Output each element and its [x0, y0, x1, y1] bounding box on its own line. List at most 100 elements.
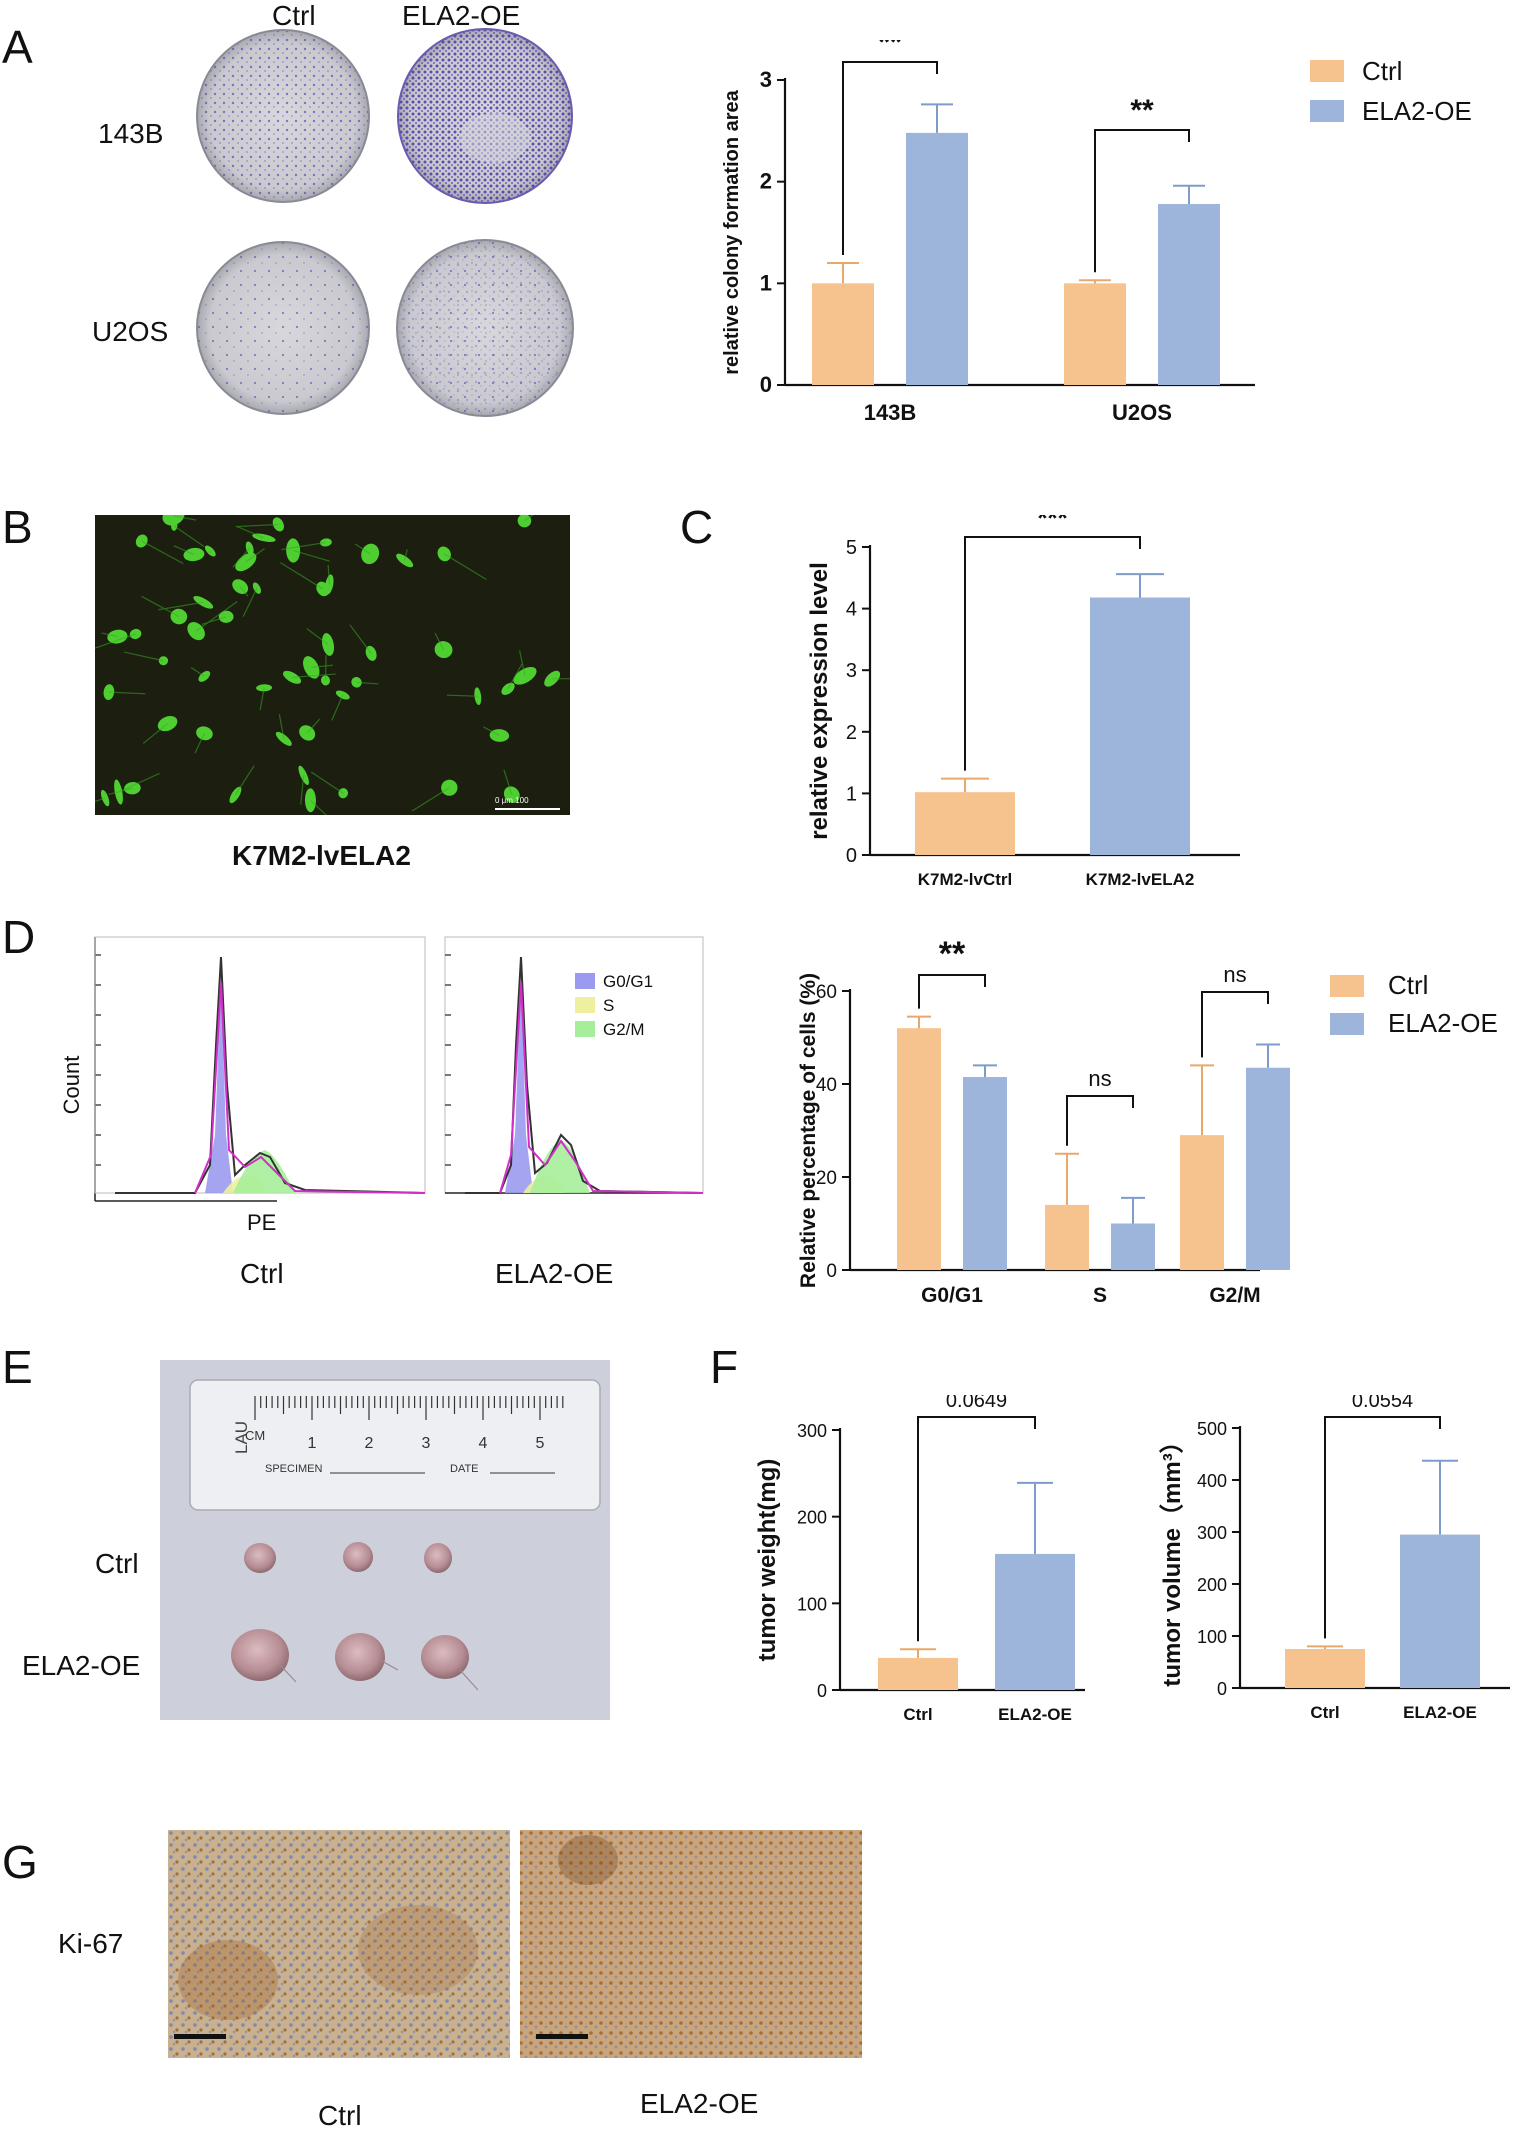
flow-cytometry-histograms: G0/G1 S G2/M Count PE	[59, 936, 704, 1235]
ruler-cm-text: CM	[245, 1428, 265, 1443]
chart-d-significance-label: ns	[1223, 962, 1246, 987]
panel-label-d: D	[2, 911, 36, 963]
chart-d-ytick-label: 60	[816, 982, 837, 1003]
ihc-ki67-images	[168, 1830, 862, 2058]
chart-c-expression-level: 0 1 2 3 4 5 relative expression level K7M2-lvCt…	[806, 515, 1240, 889]
chart-f1-bar	[878, 1657, 958, 1690]
gfp-scalebar-text: 0 μm 100	[495, 796, 529, 805]
chart-f2-bar	[1285, 1649, 1365, 1688]
legend-label-ela2-d: ELA2-OE	[1388, 1008, 1498, 1038]
chart-c-bar	[915, 792, 1015, 855]
chart-a-colony-formation: 0 1 2 3 relative colony formation area 143B U2…	[721, 40, 1255, 425]
ihc-image-ela2	[520, 1830, 862, 2058]
chart-a-ytick-label: 1	[760, 270, 772, 295]
chart-f2-bar	[1400, 1534, 1480, 1688]
chart-a-significance-bracket	[1094, 129, 1190, 273]
chart-c-ytick-label: 0	[846, 845, 857, 867]
chart-d-bar	[1180, 1135, 1224, 1270]
ihc-scalebar-ctrl	[174, 2034, 226, 2039]
chart-a-xtick-label: 143B	[864, 400, 917, 425]
chart-f2-ytick-label: 100	[1197, 1627, 1227, 1647]
chart-a-ytick-label: 0	[760, 372, 772, 397]
flow-ylabel: Count	[59, 1056, 84, 1115]
panel-label-e: E	[2, 1341, 33, 1393]
chart-a-significance-bracket	[842, 61, 938, 255]
chart-a-significance-label: **	[878, 40, 902, 59]
tumor-ela2-1	[231, 1629, 289, 1681]
chart-f2-ytick-label: 300	[1197, 1523, 1227, 1543]
ruler-card	[189, 1379, 601, 1511]
ruler-date-text: DATE	[450, 1463, 479, 1475]
chart-f-tumor-weight: 0 100 200 300 tumor weight(mg) Ctrl ELA2-OE 0.0…	[754, 1395, 1085, 1724]
chart-a-significance-label: **	[1130, 94, 1154, 127]
tumor-ctrl-2	[343, 1542, 373, 1572]
chart-c-ytick-label: 4	[846, 599, 857, 621]
chart-f2-ytick-label: 500	[1197, 1419, 1227, 1439]
plate-col-header-ctrl: Ctrl	[272, 0, 316, 31]
flow-legend-g0g1: G0/G1	[603, 972, 653, 991]
chart-d-xtick-label: G0/G1	[921, 1284, 983, 1307]
flow-caption-ela2: ELA2-OE	[495, 1258, 614, 1289]
legend-swatch-ctrl-d	[1330, 975, 1364, 997]
chart-d-ylabel: Relative percentage of cells (%)	[797, 973, 820, 1288]
chart-f2-xtick-label: ELA2-OE	[1403, 1703, 1477, 1722]
chart-a-ylabel: relative colony formation area	[721, 89, 743, 374]
chart-f2-xtick-label: Ctrl	[1310, 1703, 1339, 1722]
flow-legend-s: S	[603, 996, 614, 1015]
ruler-num-3: 3	[422, 1435, 431, 1452]
flow-legend-swatch-g0g1	[575, 973, 595, 989]
chart-f1-ytick-label: 200	[797, 1508, 827, 1528]
chart-f1-ytick-label: 100	[797, 1594, 827, 1614]
chart-f2-significance-bracket	[1324, 1416, 1441, 1639]
chart-c-significance-label: ***	[1037, 515, 1068, 533]
tumor-row-label-ela2: ELA2-OE	[22, 1650, 141, 1681]
tumor-ctrl-3	[424, 1543, 452, 1573]
chart-d-xtick-label: S	[1093, 1284, 1107, 1307]
legend-label-ctrl-d: Ctrl	[1388, 970, 1429, 1000]
chart-f1-ylabel: tumor weight(mg)	[754, 1459, 781, 1662]
chart-c-bar	[1090, 597, 1190, 855]
chart-c-xtick-label: K7M2-lvCtrl	[918, 870, 1012, 889]
chart-f-tumor-volume: 0 100 200 300 400 500 tumor volume（mm³） Ctrl ELA…	[1159, 1395, 1510, 1722]
chart-f1-bar	[995, 1553, 1075, 1690]
chart-f1-significance-label: 0.0649	[946, 1395, 1007, 1412]
chart-d-significance-label: ns	[1088, 1066, 1111, 1091]
ihc-row-label: Ki-67	[58, 1928, 124, 1959]
tumor-ela2-3	[421, 1635, 469, 1679]
tumor-row-label-ctrl: Ctrl	[95, 1548, 139, 1579]
chart-d-significance-bracket	[1066, 1095, 1134, 1146]
chart-d-bar	[1111, 1223, 1155, 1270]
panel-label-f: F	[710, 1341, 739, 1393]
chart-f1-ytick-label: 0	[817, 1681, 827, 1701]
ihc-image-ctrl	[168, 1830, 510, 2058]
chart-d-bar	[963, 1077, 1007, 1270]
tumor-ctrl-1	[244, 1543, 276, 1573]
ihc-scalebar-ela2	[536, 2034, 588, 2039]
tumor-ela2-2	[335, 1633, 385, 1681]
chart-a-xtick-label: U2OS	[1112, 400, 1172, 425]
chart-d-significance-bracket	[1201, 991, 1269, 1058]
chart-d-ytick-label: 0	[826, 1261, 837, 1282]
panel-label-g: G	[2, 1836, 38, 1888]
legend-label-ela2-a: ELA2-OE	[1362, 96, 1472, 126]
tumor-photo: LAU CM 1 2 3 4 5 SPECIMEN DATE	[160, 1360, 610, 1720]
chart-f1-xtick-label: ELA2-OE	[998, 1705, 1072, 1724]
ruler-num-2: 2	[365, 1435, 374, 1452]
chart-f2-significance-label: 0.0554	[1352, 1395, 1413, 1412]
ruler-num-4: 4	[479, 1435, 488, 1452]
ruler-logo-text: LAU	[232, 1421, 251, 1454]
chart-c-ytick-label: 3	[846, 660, 857, 682]
ihc-caption-ctrl: Ctrl	[318, 2100, 362, 2131]
legend-swatch-ela2-d	[1330, 1013, 1364, 1035]
chart-f1-xtick-label: Ctrl	[903, 1705, 932, 1724]
chart-c-ytick-label: 1	[846, 783, 857, 805]
legend-label-ctrl-a: Ctrl	[1362, 56, 1403, 86]
flow-caption-ctrl: Ctrl	[240, 1258, 284, 1289]
ihc-caption-ela2: ELA2-OE	[640, 2088, 759, 2119]
ruler-specimen-text: SPECIMEN	[265, 1463, 323, 1475]
flow-legend-g2m: G2/M	[603, 1020, 645, 1039]
flow-legend-swatch-s	[575, 997, 595, 1013]
chart-c-significance-bracket	[964, 536, 1141, 771]
chart-a-bar	[906, 132, 968, 385]
